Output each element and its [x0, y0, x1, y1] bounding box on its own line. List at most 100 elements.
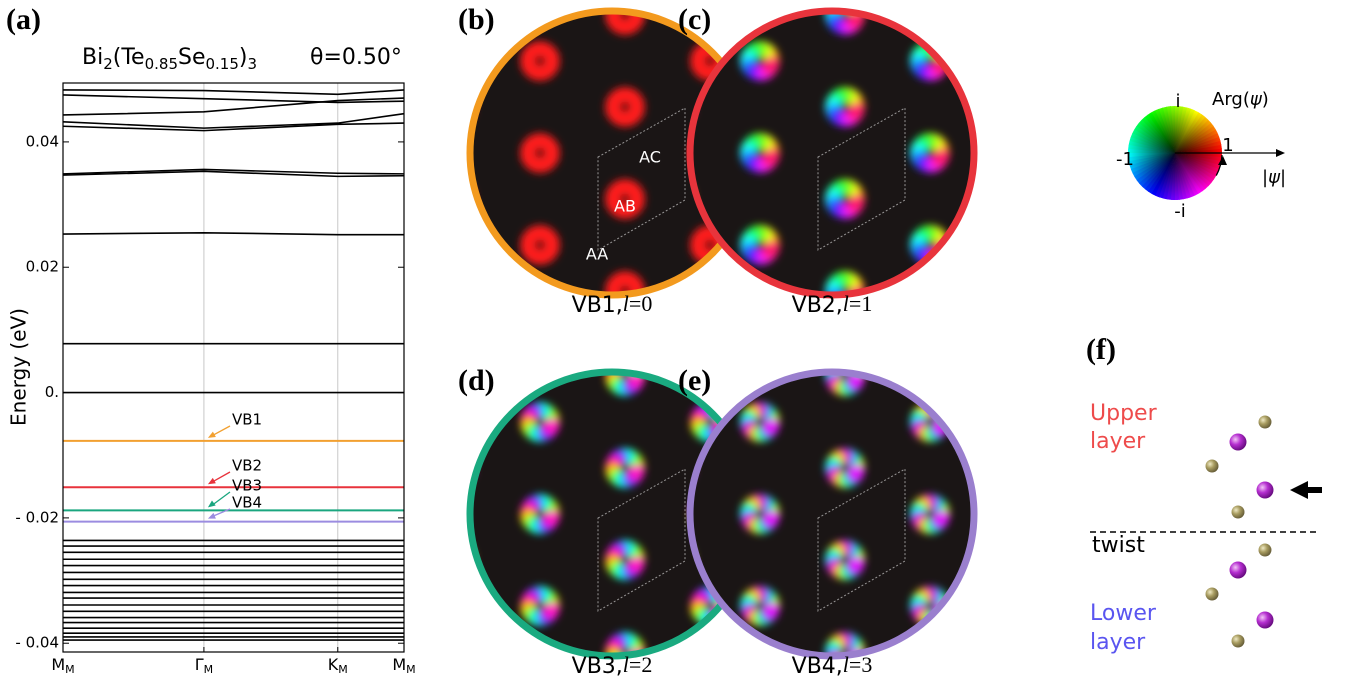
phase-lobe	[628, 195, 645, 212]
x-tick-text: M	[51, 655, 65, 674]
annotation-arrowhead	[207, 512, 216, 519]
caption-var: l	[623, 291, 629, 316]
title-subscript: 0.85	[145, 55, 178, 73]
vortex-core	[535, 509, 545, 519]
lower-label: layer	[1090, 630, 1146, 655]
site-label: AB	[614, 197, 636, 216]
phase-lobe	[543, 241, 560, 258]
phase-lobe	[763, 418, 780, 435]
annotation-arrow	[211, 508, 231, 518]
annotation-arrow	[211, 491, 231, 506]
atom-purple	[1256, 611, 1274, 629]
atom-olive	[1258, 415, 1272, 429]
panel-caption: VB1,l=0	[572, 291, 653, 318]
vortex-core	[755, 601, 765, 611]
phase-lobe	[543, 149, 560, 166]
upper-label: layer	[1090, 429, 1146, 454]
vortex-core	[535, 601, 545, 611]
annotation-arrowhead	[207, 477, 216, 485]
phase-lobe	[628, 103, 645, 120]
series-label: VB3	[232, 477, 262, 495]
band-line	[62, 122, 405, 132]
band-line	[62, 94, 405, 104]
arg-part: Arg(	[1212, 89, 1250, 110]
x-tick-subscript: M	[338, 663, 348, 676]
y-tick-label: 0.02	[26, 258, 59, 276]
abs-axis-head	[1276, 149, 1285, 157]
caption-eq: =	[849, 652, 861, 677]
vortex-core	[620, 555, 630, 565]
vortex-core	[840, 463, 850, 473]
x-tick-text: K	[328, 655, 339, 674]
phase-wheel	[1128, 105, 1222, 201]
band-line	[62, 168, 405, 175]
vortex-core	[840, 102, 850, 112]
vortex-core	[535, 148, 545, 158]
phase-lobe	[933, 510, 950, 527]
caption-var: l	[623, 652, 629, 677]
vortex-core	[925, 417, 935, 427]
plot-frame	[62, 82, 405, 653]
caption-l: 1	[861, 291, 872, 316]
panel-caption: VB3,l=2	[572, 652, 653, 679]
title-text: Bi	[82, 45, 103, 70]
arg-label: Arg(ψ)	[1212, 89, 1269, 110]
caption-l: 0	[641, 291, 652, 316]
x-tick-text: M	[392, 655, 406, 674]
caption-eq: =	[849, 291, 861, 316]
map-background	[690, 11, 974, 295]
caption-l: 2	[641, 652, 652, 677]
panel-label: (a)	[6, 3, 41, 36]
phase-lobe	[848, 556, 865, 573]
x-tick-subscript: M	[204, 663, 214, 676]
title-angle: θ=0.50°	[310, 45, 402, 70]
x-tick-subscript: M	[65, 663, 75, 676]
caption-l: 3	[861, 652, 872, 677]
vortex-core	[840, 555, 850, 565]
vortex-core	[620, 194, 630, 204]
vortex-core	[535, 240, 545, 250]
series-label: VB1	[232, 411, 262, 429]
x-tick-label: KM	[328, 655, 348, 677]
x-tick-label: MM	[392, 655, 415, 677]
panel-caption: VB4,l=3	[792, 652, 873, 679]
phase-lobe	[848, 195, 865, 212]
phase-lobe	[543, 602, 560, 619]
upper-label: Upper	[1090, 401, 1158, 426]
panel-label: (c)	[678, 3, 711, 36]
band-line	[62, 97, 405, 116]
phase-lobe	[543, 57, 560, 74]
vortex-core	[705, 240, 715, 250]
arg-part: )	[1262, 89, 1269, 110]
caption-var: l	[843, 652, 849, 677]
arg-arc-head	[1218, 156, 1227, 165]
phase-lobe	[763, 149, 780, 166]
phase-lobe	[933, 149, 950, 166]
phase-lobe	[763, 510, 780, 527]
wavefunction-map	[470, 372, 754, 656]
x-tick-text: Γ	[195, 655, 204, 674]
phase-lobe	[543, 418, 560, 435]
phase-lobe	[628, 556, 645, 573]
y-tick-label: - 0.02	[15, 508, 59, 526]
atom-olive	[1231, 634, 1245, 648]
wavefunction-map	[470, 11, 754, 295]
caption-band: VB3,	[572, 654, 623, 679]
map-background	[470, 11, 754, 295]
phase-lobe	[848, 103, 865, 120]
band-line	[62, 231, 404, 236]
title-text: )	[239, 45, 248, 70]
panel-label: (d)	[458, 364, 495, 397]
wheel-label: -1	[1116, 149, 1134, 170]
series-label: VB4	[232, 494, 262, 512]
twist-label: twist	[1092, 533, 1145, 558]
panel-label: (e)	[678, 364, 711, 397]
title-subscript: 2	[103, 55, 113, 73]
vortex-core	[925, 601, 935, 611]
atom-purple	[1229, 433, 1247, 451]
vortex-core	[755, 56, 765, 66]
atom-olive	[1258, 543, 1272, 557]
vortex-core	[840, 194, 850, 204]
y-tick-label: 0.04	[26, 132, 59, 150]
